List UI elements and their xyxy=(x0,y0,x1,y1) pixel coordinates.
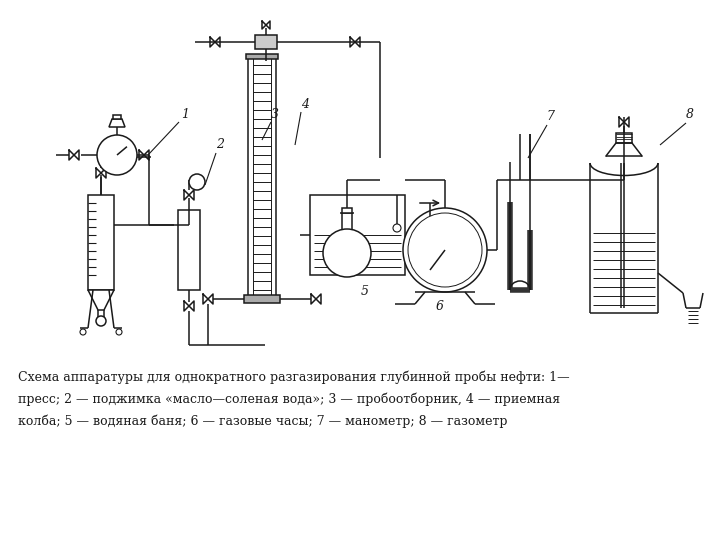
Text: 8: 8 xyxy=(686,108,694,121)
Circle shape xyxy=(323,229,371,277)
Text: 5: 5 xyxy=(361,285,369,298)
Bar xyxy=(88,195,114,290)
Bar xyxy=(244,295,280,303)
Text: Схема аппаратуры для однократного разгазирования глубинной пробы нефти: 1—: Схема аппаратуры для однократного разгаз… xyxy=(18,370,570,383)
Text: пресс; 2 — поджимка «масло—соленая вода»; 3 — пробоотборник, 4 — приемная: пресс; 2 — поджимка «масло—соленая вода»… xyxy=(18,392,560,406)
Bar xyxy=(178,210,200,290)
Circle shape xyxy=(403,208,487,292)
Bar xyxy=(342,208,352,213)
Circle shape xyxy=(96,316,106,326)
Text: 4: 4 xyxy=(301,98,309,111)
Bar xyxy=(113,115,121,119)
Circle shape xyxy=(408,213,482,287)
Text: 6: 6 xyxy=(436,300,444,313)
Circle shape xyxy=(116,329,122,335)
Bar xyxy=(255,35,277,49)
Bar xyxy=(616,133,632,143)
Text: 3: 3 xyxy=(271,108,279,121)
Circle shape xyxy=(393,224,401,232)
Text: 7: 7 xyxy=(546,110,554,123)
Text: 1: 1 xyxy=(181,108,189,121)
Circle shape xyxy=(189,174,205,190)
Text: колба; 5 — водяная баня; 6 — газовые часы; 7 — манометр; 8 — газометр: колба; 5 — водяная баня; 6 — газовые час… xyxy=(18,414,508,428)
Circle shape xyxy=(80,329,86,335)
Polygon shape xyxy=(88,290,114,310)
Polygon shape xyxy=(109,119,125,127)
Bar xyxy=(310,195,405,275)
Bar xyxy=(246,54,278,59)
Circle shape xyxy=(97,135,137,175)
Text: 2: 2 xyxy=(216,138,224,151)
